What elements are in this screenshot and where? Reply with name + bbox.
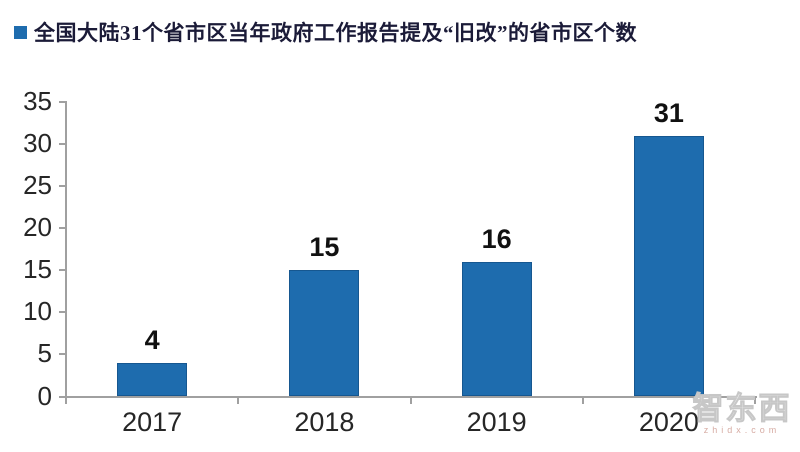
x-tick (237, 397, 240, 404)
bar-value-label: 4 (144, 324, 160, 355)
y-axis-label: 30 (23, 128, 52, 159)
legend-label: 全国大陆31个省市区当年政府工作报告提及“旧改”的省市区个数 (34, 21, 637, 45)
chart-legend: 全国大陆31个省市区当年政府工作报告提及“旧改”的省市区个数 (14, 20, 637, 46)
x-axis-label: 2017 (122, 407, 183, 437)
x-axis-label: 2020 (638, 407, 699, 437)
bar-value-label: 31 (653, 97, 684, 128)
bar-value-label: 15 (309, 232, 340, 263)
x-axis-label: 2018 (294, 407, 355, 437)
y-tick (59, 395, 66, 398)
bar-2017 (117, 362, 188, 397)
y-tick (59, 227, 66, 230)
y-tick (59, 269, 66, 272)
y-axis-label: 20 (23, 212, 52, 243)
y-axis-label: 5 (37, 338, 52, 369)
y-tick (59, 143, 66, 146)
y-tick (59, 185, 66, 188)
x-tick (65, 397, 67, 404)
y-axis-label: 0 (37, 380, 52, 411)
x-tick (409, 397, 412, 404)
y-axis-label: 25 (23, 170, 52, 201)
y-axis-label: 35 (23, 86, 52, 116)
bar-2019 (461, 261, 532, 397)
y-tick (59, 311, 66, 314)
y-tick (59, 353, 66, 356)
y-axis-label: 10 (23, 296, 52, 327)
legend-marker-swatch (14, 26, 27, 39)
x-axis-label: 2019 (466, 407, 527, 437)
x-tick (754, 397, 756, 404)
bar-2020 (633, 135, 704, 397)
bar-value-label: 16 (481, 223, 512, 254)
bar-2018 (289, 270, 360, 397)
y-axis (65, 101, 67, 398)
y-tick (59, 101, 66, 103)
x-tick (581, 397, 584, 404)
y-axis-label: 15 (23, 254, 52, 285)
